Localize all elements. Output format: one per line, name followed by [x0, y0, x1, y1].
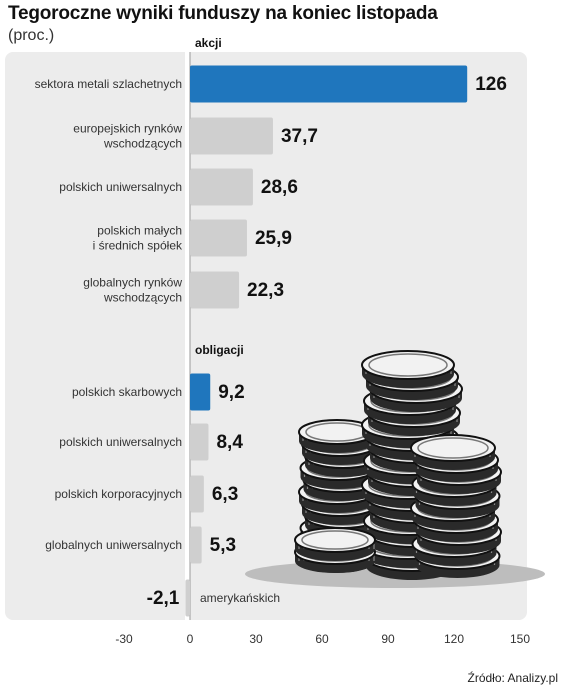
category-label: polskich skarbowych: [72, 385, 182, 399]
category-label: polskich małych i średnich spółek: [93, 224, 183, 253]
bar-obligacji-1: [190, 423, 209, 461]
value-label: 22,3: [247, 280, 284, 301]
chart-title: Tegoroczne wyniki funduszy na koniec lis…: [8, 3, 438, 24]
bar-akcji-4: [190, 271, 240, 309]
category-label: polskich uniwersalnych: [59, 435, 182, 449]
value-label: 6,3: [212, 484, 238, 505]
value-label: 5,3: [210, 535, 236, 556]
bar-obligacji-0: [190, 373, 211, 411]
value-label: 28,6: [261, 177, 298, 198]
category-label: polskich uniwersalnych: [59, 180, 182, 194]
category-label: polskich korporacyjnych: [55, 487, 182, 501]
x-tick-label: 60: [315, 632, 329, 646]
x-tick-label: -30: [115, 632, 133, 646]
section-label-obligacji: obligacji: [195, 343, 244, 357]
source-note: Źródło: Analizy.pl: [467, 671, 559, 685]
category-label: sektora metali szlachetnych: [35, 77, 182, 91]
category-label: globalnych uniwersalnych: [45, 538, 182, 552]
value-label: -2,1: [147, 588, 180, 609]
chart-subtitle: (proc.): [8, 27, 55, 44]
value-label: 8,4: [216, 432, 243, 453]
bar-obligacji-2: [190, 475, 204, 513]
x-tick-label: 120: [444, 632, 464, 646]
x-tick-label: 150: [510, 632, 530, 646]
value-label: 25,9: [255, 228, 292, 249]
zero-gutter: [185, 52, 190, 620]
value-label: 126: [475, 74, 507, 95]
section-label-akcji: akcji: [195, 36, 222, 50]
x-tick-label: 30: [249, 632, 263, 646]
x-tick-label: 90: [381, 632, 395, 646]
bar-obligacji-4: [185, 579, 190, 617]
coin-stacks-illustration: [245, 350, 545, 588]
category-label: amerykańskich: [200, 591, 280, 605]
category-label: globalnych rynków wschodzących: [83, 276, 182, 305]
bar-akcji-3: [190, 219, 247, 257]
category-label: europejskich rynków wschodzących: [73, 122, 182, 151]
bar-akcji-0: [190, 65, 468, 103]
value-label: 37,7: [281, 126, 318, 147]
bar-akcji-1: [190, 117, 273, 155]
x-tick-label: 0: [187, 632, 194, 646]
bar-obligacji-3: [190, 526, 202, 564]
value-label: 9,2: [218, 382, 244, 403]
bar-akcji-2: [190, 168, 253, 206]
